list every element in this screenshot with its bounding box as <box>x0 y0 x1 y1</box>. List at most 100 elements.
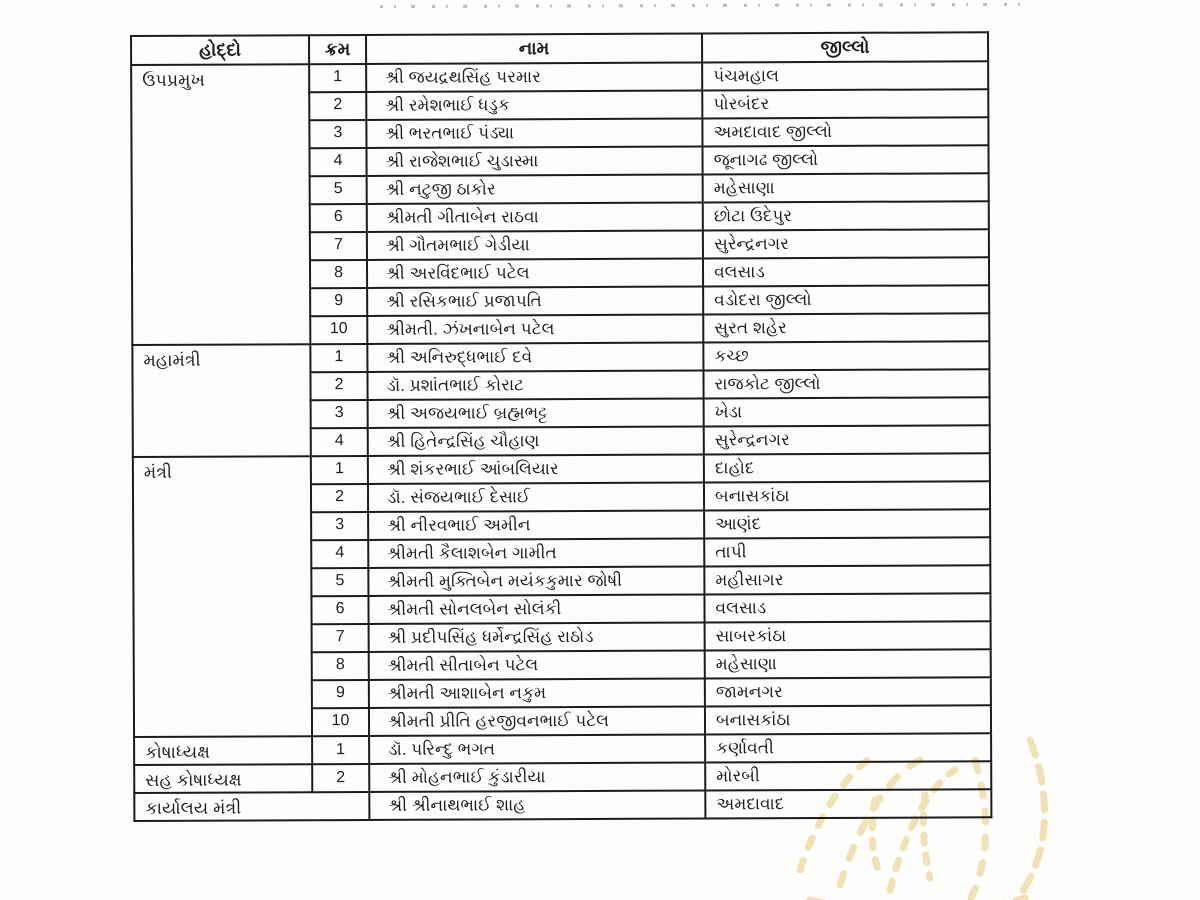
header-position: હોદ્દો <box>131 35 310 65</box>
name-cell: શ્રી અરવિંદભાઈ પટેલ <box>366 258 704 288</box>
district-cell: વલસાડ <box>702 256 990 287</box>
serial-number-cell: 4 <box>309 147 367 176</box>
serial-number-cell: 1 <box>310 343 368 372</box>
position-cell: કાર્યાલય મંત્રી <box>134 791 370 822</box>
serial-number-cell: 3 <box>309 119 367 148</box>
table-row: મંત્રી 1 શ્રી શંકરભાઈ આંબલિયાર દાહોદ <box>132 452 990 737</box>
serial-number-cell: 6 <box>311 595 369 624</box>
name-cell: ડૉ. પરિન્દુ ભગત <box>369 734 706 764</box>
name-cell: શ્રીમતી મુક્તિબેન મયંકકુમાર જોષી <box>368 566 705 596</box>
table-row: ઉપપ્રમુખ 1 શ્રી જયદ્રથસિંહ પરમાર પંચમહાલ <box>131 60 989 345</box>
name-cell: શ્રી રસિકભાઈ પ્રજાપતિ <box>367 286 704 316</box>
serial-number-cell: 2 <box>310 483 369 512</box>
district-cell: સુરેન્દ્રનગર <box>702 228 989 259</box>
name-cell: શ્રીમતી પ્રીતિ હરજીવનભાઈ પટેલ <box>368 706 706 736</box>
district-cell: પંચમહાલ <box>702 60 989 91</box>
district-cell: કર્ણાવતી <box>705 732 992 763</box>
district-cell: અમદાવાદ જીલ્લો <box>702 116 989 147</box>
serial-number-cell: 1 <box>309 63 367 92</box>
district-cell: તાપી <box>704 536 991 567</box>
table-row: મહામંત્રી 1 શ્રી અનિરુદ્ધભાઈ દવે કચ્છ <box>132 340 990 457</box>
table-row: કોષાધ્યક્ષ 1 ડૉ. પરિન્દુ ભગત કર્ણાવતી <box>134 732 992 765</box>
district-cell: મોરબી <box>705 761 992 791</box>
name-cell: શ્રી રમેશભાઈ ધડુક <box>366 90 703 120</box>
lotus-watermark <box>796 736 1049 900</box>
district-cell: કચ્છ <box>703 340 990 371</box>
header-number: ક્રમ <box>309 34 367 64</box>
district-cell: આણંદ <box>704 508 991 539</box>
name-cell: શ્રી ગૌતમભાઈ ગેડીયા <box>366 230 703 260</box>
serial-number-cell: 3 <box>310 399 368 428</box>
name-cell: શ્રી હિતેન્દ્રસિંહ ચૌહાણ <box>367 426 704 456</box>
name-cell: શ્રી પ્રદીપસિંહ ધર્મેન્દ્રસિંહ રાઠોડ <box>368 622 705 652</box>
name-cell: શ્રીમતી સોનલબેન સોલંકી <box>368 594 705 624</box>
name-cell: શ્રીમતી સીતાબેન પટેલ <box>368 650 705 680</box>
name-cell: શ્રી શ્રીનાથભાઈ શાહ <box>369 790 706 821</box>
district-cell: ખેડા <box>703 396 990 427</box>
name-cell: શ્રી નીરવભાઈ અમીન <box>368 510 705 540</box>
name-cell: ડૉ. સંજયભાઈ દેસાઈ <box>367 482 705 512</box>
serial-number-cell: 2 <box>312 763 370 793</box>
name-cell: શ્રી મોહનભાઈ કુંડારીયા <box>369 762 706 792</box>
district-cell: જામનગર <box>704 676 991 707</box>
serial-number-cell: 10 <box>311 707 370 736</box>
district-cell: વડોદરા જીલ્લો <box>703 284 990 315</box>
table-body: ઉપપ્રમુખ 1 શ્રી જયદ્રથસિંહ પરમાર પંચમહાલ 2 શ્… <box>131 60 992 822</box>
name-cell: શ્રી નટુજી ઠાકોર <box>366 174 703 204</box>
serial-number-cell: 5 <box>309 175 367 204</box>
appointments-table-wrap: હોદ્દો ક્રમ નામ જીલ્લો ઉપપ્રમુખ 1 શ્રી જયદ… <box>130 31 992 822</box>
serial-number-cell: 9 <box>311 679 369 708</box>
serial-number-cell: 8 <box>309 259 368 288</box>
district-cell: બનાસકાંઠા <box>703 480 991 511</box>
name-cell: ડૉ. પ્રશાંતભાઈ કોરાટ <box>367 370 704 400</box>
position-cell: સહ કોષાધ્યક્ષ <box>134 764 313 793</box>
cutoff-text-fragments <box>379 0 1021 9</box>
position-cell: ઉપપ્રમુખ <box>131 63 311 345</box>
district-cell: સુરત શહેર <box>703 312 990 343</box>
name-cell: શ્રી અજયભાઈ બ્રહ્મભટ્ટ <box>367 398 704 428</box>
serial-number-cell: 9 <box>310 287 368 316</box>
name-cell: શ્રી ભરતભાઈ પંડ્યા <box>366 118 703 148</box>
serial-number-cell: 2 <box>310 371 368 400</box>
name-cell: શ્રી જયદ્રથસિંહ પરમાર <box>366 62 703 92</box>
name-cell: શ્રી અનિરુદ્ધભાઈ દવે <box>367 342 704 372</box>
header-row: હોદ્દો ક્રમ નામ જીલ્લો <box>131 32 989 65</box>
district-cell: મહીસાગર <box>704 564 991 595</box>
header-name: નામ <box>366 33 703 64</box>
name-cell: શ્રીમતી ગીતાબેન રાઠવા <box>366 202 703 232</box>
name-cell: શ્રી રાજેશભાઈ ચુડાસ્મા <box>366 146 703 176</box>
serial-number-cell: 2 <box>309 91 367 120</box>
table-row: કાર્યાલય મંત્રી શ્રી શ્રીનાથભાઈ શાહ અમદાવા… <box>134 789 992 822</box>
district-cell: છોટા ઉદેપુર <box>702 200 989 231</box>
serial-number-cell: 10 <box>310 315 368 344</box>
serial-number-cell: 5 <box>311 567 369 596</box>
serial-number-cell: 3 <box>311 511 369 540</box>
position-cell: કોષાધ્યક્ષ <box>134 735 313 765</box>
district-cell: જૂનાગઢ જીલ્લો <box>702 144 989 175</box>
appointments-table: હોદ્દો ક્રમ નામ જીલ્લો ઉપપ્રમુખ 1 શ્રી જયદ… <box>130 31 992 822</box>
district-cell: પોરબંદર <box>702 88 989 119</box>
table-row: સહ કોષાધ્યક્ષ 2 શ્રી મોહનભાઈ કુંડારીયા મોરબ… <box>134 761 992 793</box>
position-cell: મહામંત્રી <box>132 343 311 457</box>
district-cell: મહેસાણા <box>702 172 989 203</box>
serial-number-cell: 1 <box>310 455 368 484</box>
header-district: જીલ્લો <box>701 32 989 63</box>
serial-number-cell: 6 <box>309 203 367 232</box>
district-cell: સુરેન્દ્રનગર <box>703 424 990 455</box>
name-cell: શ્રી શંકરભાઈ આંબલિયાર <box>367 454 704 484</box>
district-cell: અમદાવાદ <box>705 789 992 819</box>
position-cell: મંત્રી <box>132 455 313 737</box>
serial-number-cell: 8 <box>311 651 369 680</box>
district-cell: બનાસકાંઠા <box>704 704 992 735</box>
district-cell: મહેસાણા <box>704 648 991 679</box>
district-cell: સાબરકાંઠા <box>704 620 991 651</box>
name-cell: શ્રીમતી આશાબેન નકુમ <box>368 678 705 708</box>
district-cell: વલસાડ <box>704 592 991 623</box>
serial-number-cell: 7 <box>309 231 367 260</box>
district-cell: રાજકોટ જીલ્લો <box>703 368 990 399</box>
name-cell: શ્રીમતી કૈલાશબેન ગામીત <box>368 538 705 568</box>
serial-number-cell: 4 <box>310 427 368 456</box>
district-cell: દાહોદ <box>703 452 990 483</box>
name-cell: શ્રીમતી. ઝંખનાબેન પટેલ <box>367 314 704 344</box>
